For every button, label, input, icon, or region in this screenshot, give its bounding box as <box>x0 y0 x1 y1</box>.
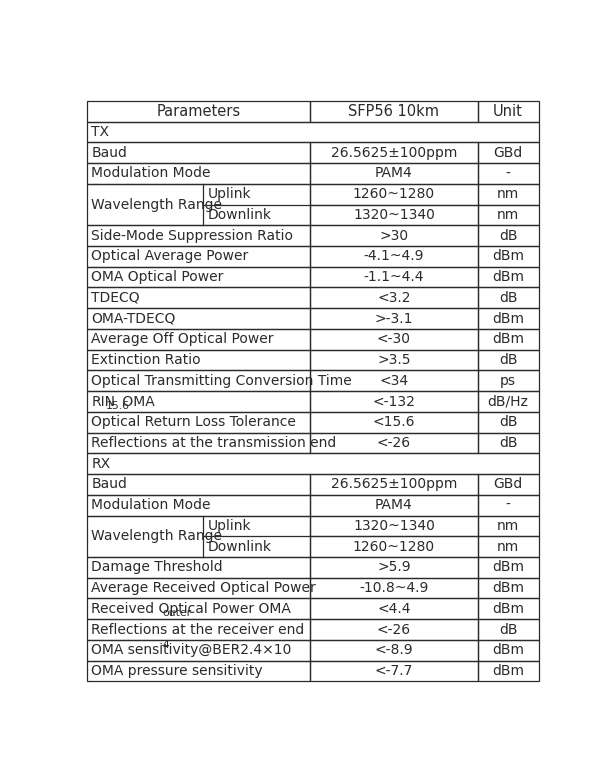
Text: nm: nm <box>497 208 519 222</box>
Text: dB: dB <box>499 229 517 243</box>
Text: GBd: GBd <box>493 477 523 491</box>
Text: 1260~1280: 1260~1280 <box>353 187 435 201</box>
Text: Modulation Mode: Modulation Mode <box>92 498 211 512</box>
Text: <-7.7: <-7.7 <box>375 664 413 678</box>
Text: Damage Threshold: Damage Threshold <box>92 561 223 574</box>
Text: TX: TX <box>92 125 109 139</box>
Text: dBm: dBm <box>492 332 524 346</box>
Text: dBm: dBm <box>492 249 524 264</box>
Text: >30: >30 <box>379 229 409 243</box>
Text: PAM4: PAM4 <box>375 498 413 512</box>
Text: Reflections at the transmission end: Reflections at the transmission end <box>92 436 337 450</box>
Text: OMA pressure sensitivity: OMA pressure sensitivity <box>92 664 263 678</box>
Text: Uplink: Uplink <box>208 187 251 201</box>
Text: OMA Optical Power: OMA Optical Power <box>92 270 224 284</box>
Text: dBm: dBm <box>492 581 524 595</box>
Text: 1320~1340: 1320~1340 <box>353 519 435 533</box>
Text: Average Off Optical Power: Average Off Optical Power <box>92 332 274 346</box>
Text: Uplink: Uplink <box>208 519 251 533</box>
Text: dBm: dBm <box>492 643 524 658</box>
Text: Downlink: Downlink <box>208 540 271 554</box>
Text: dB: dB <box>499 416 517 429</box>
Text: outer: outer <box>162 608 191 618</box>
Text: Reflections at the receiver end: Reflections at the receiver end <box>92 623 304 637</box>
Text: SFP56 10km: SFP56 10km <box>348 103 439 119</box>
Text: >-3.1: >-3.1 <box>375 311 413 325</box>
Text: >3.5: >3.5 <box>377 353 411 367</box>
Text: -1.1~4.4: -1.1~4.4 <box>364 270 424 284</box>
Text: -4: -4 <box>159 640 170 650</box>
Text: Parameters: Parameters <box>156 103 240 119</box>
Text: Side-Mode Suppression Ratio: Side-Mode Suppression Ratio <box>92 229 293 243</box>
Text: -4.1~4.9: -4.1~4.9 <box>364 249 424 264</box>
Text: dB/Hz: dB/Hz <box>487 395 528 409</box>
Text: dBm: dBm <box>492 311 524 325</box>
Text: RIN: RIN <box>92 395 115 409</box>
Text: <-30: <-30 <box>377 332 411 346</box>
Text: Unit: Unit <box>493 103 523 119</box>
Text: TDECQ: TDECQ <box>92 291 140 305</box>
Text: OMA: OMA <box>118 395 154 409</box>
Text: dB: dB <box>499 353 517 367</box>
Text: >5.9: >5.9 <box>377 561 411 574</box>
Text: Wavelength Range: Wavelength Range <box>92 529 223 544</box>
Text: dBm: dBm <box>492 561 524 574</box>
Text: 1320~1340: 1320~1340 <box>353 208 435 222</box>
Text: <-8.9: <-8.9 <box>375 643 414 658</box>
Text: <3.2: <3.2 <box>377 291 411 305</box>
Text: <4.4: <4.4 <box>377 602 411 616</box>
Text: <15.6: <15.6 <box>373 416 415 429</box>
Text: OMA sensitivity@BER2.4×10: OMA sensitivity@BER2.4×10 <box>92 643 292 658</box>
Text: Baud: Baud <box>92 477 127 491</box>
Text: 1260~1280: 1260~1280 <box>353 540 435 554</box>
Text: 26.5625±100ppm: 26.5625±100ppm <box>331 146 457 160</box>
Text: -10.8~4.9: -10.8~4.9 <box>359 581 429 595</box>
Text: GBd: GBd <box>493 146 523 160</box>
Text: -: - <box>506 498 511 512</box>
Text: ps: ps <box>500 374 516 388</box>
Text: nm: nm <box>497 187 519 201</box>
Text: dBm: dBm <box>492 270 524 284</box>
Text: Downlink: Downlink <box>208 208 271 222</box>
Text: -: - <box>506 167 511 180</box>
Text: dB: dB <box>499 623 517 637</box>
Text: dB: dB <box>499 436 517 450</box>
Text: Received Optical Power OMA: Received Optical Power OMA <box>92 602 291 616</box>
Text: Modulation Mode: Modulation Mode <box>92 167 211 180</box>
Text: dBm: dBm <box>492 664 524 678</box>
Text: nm: nm <box>497 540 519 554</box>
Text: <34: <34 <box>379 374 409 388</box>
Text: nm: nm <box>497 519 519 533</box>
Text: <-26: <-26 <box>377 436 411 450</box>
Text: Optical Average Power: Optical Average Power <box>92 249 249 264</box>
Text: PAM4: PAM4 <box>375 167 413 180</box>
Text: Average Received Optical Power: Average Received Optical Power <box>92 581 316 595</box>
Text: <-132: <-132 <box>373 395 415 409</box>
Text: Optical Return Loss Tolerance: Optical Return Loss Tolerance <box>92 416 296 429</box>
Text: 15.6: 15.6 <box>106 401 129 411</box>
Text: Optical Transmitting Conversion Time: Optical Transmitting Conversion Time <box>92 374 352 388</box>
Text: RX: RX <box>92 456 110 471</box>
Text: 26.5625±100ppm: 26.5625±100ppm <box>331 477 457 491</box>
Text: Baud: Baud <box>92 146 127 160</box>
Text: OMA-TDECQ: OMA-TDECQ <box>92 311 176 325</box>
Text: dB: dB <box>499 291 517 305</box>
Text: Wavelength Range: Wavelength Range <box>92 197 223 211</box>
Text: Extinction Ratio: Extinction Ratio <box>92 353 201 367</box>
Text: dBm: dBm <box>492 602 524 616</box>
Text: <-26: <-26 <box>377 623 411 637</box>
